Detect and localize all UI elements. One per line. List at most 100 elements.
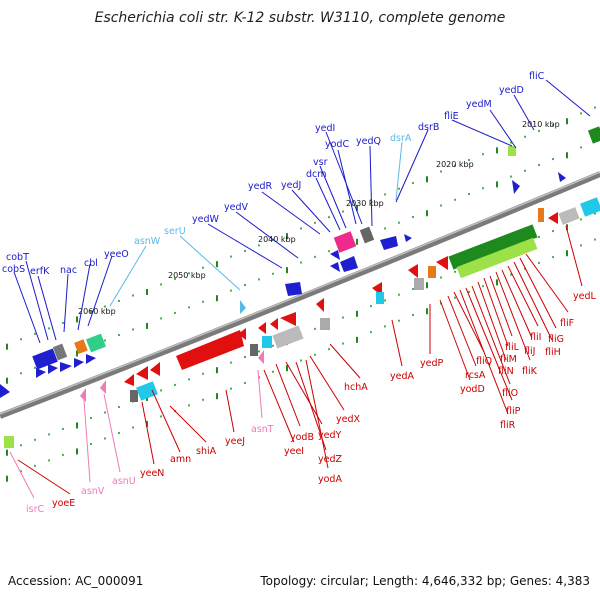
track-dot <box>412 181 414 184</box>
track-dot <box>594 106 596 109</box>
track-dot <box>76 422 78 429</box>
track-dot <box>468 290 470 293</box>
gene-label-hchA: hchA <box>344 382 368 393</box>
feature-asnT <box>258 350 264 364</box>
gene-label-yedA: yedA <box>390 371 414 382</box>
track-dot <box>90 310 92 313</box>
track-dot <box>552 158 554 161</box>
gene-label-fliN: fliN <box>498 366 514 377</box>
track-dot <box>496 279 498 286</box>
track-dot <box>132 426 134 429</box>
track-dot <box>538 261 540 264</box>
leader-line <box>275 363 301 427</box>
leader-line <box>565 225 583 287</box>
arrow-r1 <box>150 362 160 376</box>
gene-label-yedQ: yedQ <box>356 136 381 147</box>
gene-label-asnV: asnV <box>81 486 105 497</box>
reverse-features <box>4 197 600 448</box>
track-dot <box>230 255 232 258</box>
track-dot <box>188 272 190 275</box>
track-dot <box>398 187 400 190</box>
leader-line <box>87 255 113 327</box>
track-dot <box>538 235 540 238</box>
gene-label-fliF: fliF <box>560 318 574 329</box>
leader-line <box>37 275 57 341</box>
leader-line <box>179 235 241 291</box>
feature-yedA <box>376 292 384 304</box>
leader-line <box>501 269 533 339</box>
gene-label-yodB: yodB <box>290 432 314 443</box>
track-dot <box>426 308 428 315</box>
feature-yodB <box>272 325 304 349</box>
tick-label: 2030 kbp <box>346 199 384 208</box>
feature-fliF <box>448 224 538 270</box>
leader-line <box>329 343 361 379</box>
arrow-11 <box>558 172 566 182</box>
leader-line <box>305 359 329 469</box>
leader-line <box>477 281 507 361</box>
leader-line <box>17 459 71 495</box>
feature-cobT <box>32 348 58 370</box>
gene-label-fliC: fliC <box>529 71 545 82</box>
gene-label-fliR: fliR <box>500 420 516 431</box>
track-dot <box>510 175 512 178</box>
track-dot <box>440 170 442 173</box>
track-dot <box>496 181 498 188</box>
track-dot <box>244 283 246 286</box>
feature-asnV <box>80 388 86 402</box>
gene-label-yeeI: yeeI <box>284 446 304 457</box>
track-dot <box>160 389 162 392</box>
gene-label-fliO: fliO <box>502 388 518 399</box>
track-dot <box>384 227 386 230</box>
feature-yedI <box>359 226 375 244</box>
leader-line <box>325 131 363 225</box>
tick-label: 2020 kbp <box>436 160 474 169</box>
track-dot <box>314 255 316 258</box>
leader-line <box>25 260 49 341</box>
track-dot <box>104 339 106 342</box>
leader-line <box>465 287 513 401</box>
feature-rcsA <box>436 256 448 270</box>
track-dot <box>286 365 288 372</box>
track-dot <box>454 270 456 273</box>
feature-yedQ <box>380 236 398 250</box>
feature-amn <box>136 366 148 380</box>
gene-label-isrC: isrC <box>26 504 44 515</box>
track-dot <box>20 338 22 341</box>
track-dot <box>356 336 358 343</box>
track-dot <box>454 198 456 201</box>
feature-yeeO <box>74 339 88 355</box>
leader-line <box>257 369 263 419</box>
track-dot <box>202 266 204 269</box>
track-dot <box>580 112 582 115</box>
gene-label-dsrB: dsrB <box>418 122 439 133</box>
track-dot <box>160 317 162 320</box>
leader-line <box>545 79 591 117</box>
track-dot <box>174 311 176 314</box>
leader-line <box>263 369 295 443</box>
track-dot <box>580 218 582 221</box>
track-dot <box>314 353 316 356</box>
gene-label-fliM: fliM <box>500 354 517 365</box>
gene-label-yedJ: yedJ <box>281 180 301 191</box>
gene-label-fliH: fliH <box>545 347 561 358</box>
leader-line <box>77 263 91 331</box>
gene-label-fliJ: fliJ <box>524 346 535 357</box>
track-dot <box>566 250 568 257</box>
track-dot <box>468 158 470 161</box>
gene-label-fliQ: fliQ <box>476 356 492 367</box>
tick-labels: 2010 kbp 2020 kbp 2030 kbp 2040 kbp 2050… <box>78 120 560 316</box>
track-dot <box>426 210 428 217</box>
track-dot <box>230 387 232 390</box>
tick-label: 2010 kbp <box>522 120 560 129</box>
track-dot <box>454 296 456 299</box>
track-dot <box>48 433 50 436</box>
track-dot <box>272 344 274 347</box>
leader-line <box>261 191 321 235</box>
leader-line <box>471 285 511 385</box>
track-dot <box>314 221 316 224</box>
feature-yedL-1 <box>538 208 544 222</box>
gene-label-asnW: asnW <box>134 236 161 247</box>
track-dot <box>104 437 106 440</box>
